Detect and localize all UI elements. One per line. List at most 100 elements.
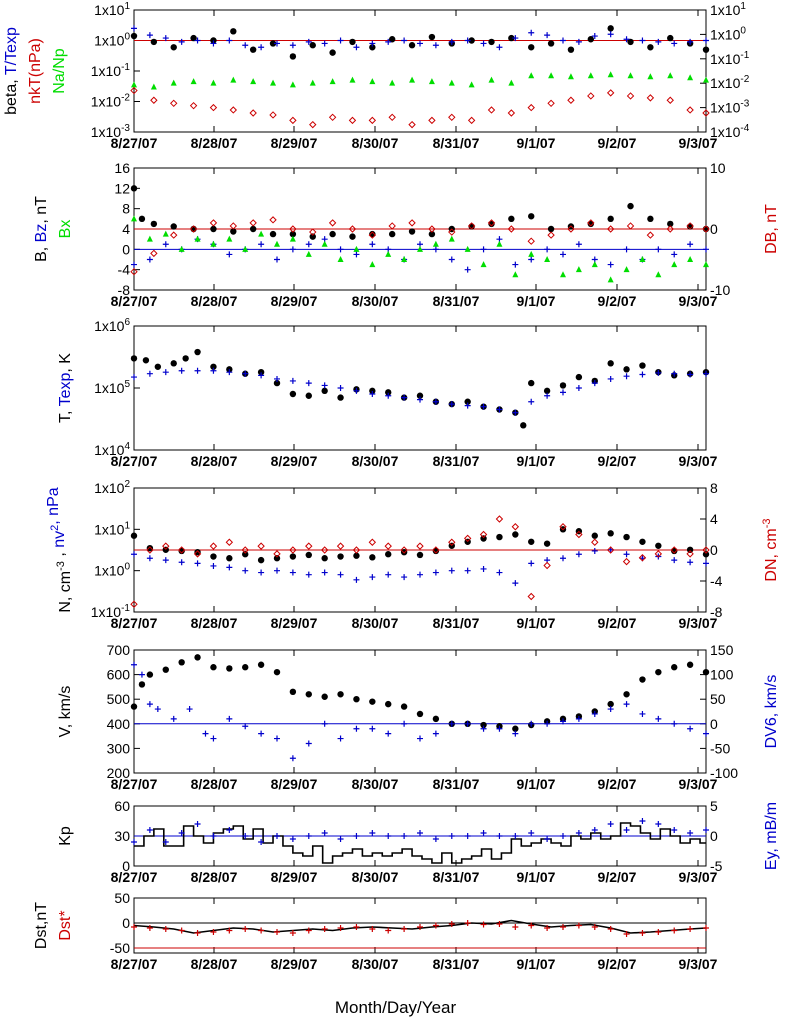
data-point [130, 703, 138, 710]
data-point [544, 246, 551, 253]
data-point [369, 725, 376, 732]
data-point [249, 225, 257, 233]
data-point [703, 827, 709, 833]
x-tick-label: 8/30/07 [352, 869, 399, 885]
data-point [274, 256, 280, 263]
x-tick-label: 8/31/07 [433, 453, 480, 469]
data-point [655, 246, 662, 253]
data-point [369, 574, 376, 581]
data-point [543, 387, 551, 395]
y-axis-label-left-2: Dst* [57, 910, 74, 940]
series-2 [131, 25, 709, 51]
data-point [591, 924, 598, 930]
data-point [258, 839, 265, 845]
data-point [210, 664, 217, 671]
y-tick-label-left: 1x101 [94, 520, 130, 537]
x-tick-label: 8/31/07 [433, 869, 480, 885]
x-tick-label: 9/1/07 [517, 293, 556, 309]
x-tick-label: 9/1/07 [517, 615, 556, 631]
data-point [258, 372, 265, 379]
data-point [353, 696, 360, 703]
data-point [487, 219, 496, 227]
data-point [670, 546, 678, 554]
data-point [321, 693, 328, 700]
data-point [560, 555, 566, 562]
data-point [448, 113, 456, 122]
data-point [702, 46, 710, 53]
x-tick-label: 9/1/07 [517, 453, 556, 469]
data-point [305, 38, 312, 45]
data-point [249, 109, 257, 117]
data-point [274, 833, 280, 839]
data-point [686, 222, 694, 230]
data-point [162, 241, 169, 248]
data-point [639, 676, 646, 683]
data-point [560, 389, 566, 396]
data-point [622, 557, 631, 566]
data-point [591, 538, 599, 546]
data-point [401, 574, 408, 581]
y-axis-label-left: N, cm-3 , nv2, nPa [45, 487, 74, 612]
data-point [575, 551, 582, 558]
data-point [150, 220, 158, 228]
data-point [368, 231, 377, 239]
data-point [480, 403, 487, 410]
data-point [623, 36, 630, 43]
data-point [226, 555, 233, 562]
data-point [671, 251, 678, 258]
data-point [146, 370, 153, 377]
series-2 [131, 818, 709, 845]
data-point [512, 730, 519, 737]
y-axis-label-right: DB, nT [763, 204, 780, 254]
data-point [146, 827, 153, 833]
data-point [321, 555, 328, 562]
data-point [416, 542, 424, 550]
data-point [230, 28, 237, 35]
data-point [639, 710, 646, 717]
data-point [639, 371, 646, 378]
data-point [177, 546, 186, 554]
y-tick-label-left: 30 [114, 828, 130, 844]
y-tick-label-left: 700 [107, 642, 131, 658]
data-point [384, 542, 392, 550]
data-point [226, 235, 233, 242]
data-point [432, 715, 440, 723]
data-point [305, 380, 312, 387]
data-point [686, 661, 694, 668]
data-point [607, 926, 614, 932]
y-tick-label-right: 0 [710, 828, 718, 844]
y-tick-label-left: 1x105 [94, 379, 130, 396]
data-point [607, 700, 614, 708]
data-point [591, 710, 598, 717]
y-tick-label-right: -50 [710, 740, 730, 756]
panel-6: 8/27/07 8/28/07 8/29/07 8/30/07 8/31/07 9/1/0… [111, 798, 723, 885]
data-point [353, 251, 360, 258]
data-point [623, 246, 630, 253]
data-point [467, 222, 476, 230]
data-point [194, 235, 201, 242]
data-point [464, 920, 471, 926]
data-point [448, 401, 455, 408]
data-point [353, 552, 360, 559]
y-tick-label-left: 200 [107, 765, 131, 781]
data-point [230, 228, 237, 235]
data-point [274, 375, 280, 382]
data-point [528, 560, 535, 567]
series-3 [131, 71, 709, 90]
data-point [575, 266, 582, 273]
data-point [385, 571, 392, 578]
data-point [667, 72, 674, 79]
data-point [512, 580, 519, 587]
x-tick-label: 8/28/07 [191, 293, 238, 309]
y-tick-label-left: 4 [122, 221, 130, 237]
data-point [448, 79, 455, 86]
x-tick-label: 8/29/07 [271, 293, 318, 309]
data-point [687, 74, 694, 81]
data-point [369, 387, 376, 395]
data-point [178, 245, 185, 252]
data-point [289, 81, 296, 88]
data-point [607, 25, 614, 32]
data-point [146, 32, 153, 39]
data-point [528, 256, 535, 263]
x-tick-label: 8/27/07 [111, 869, 158, 885]
